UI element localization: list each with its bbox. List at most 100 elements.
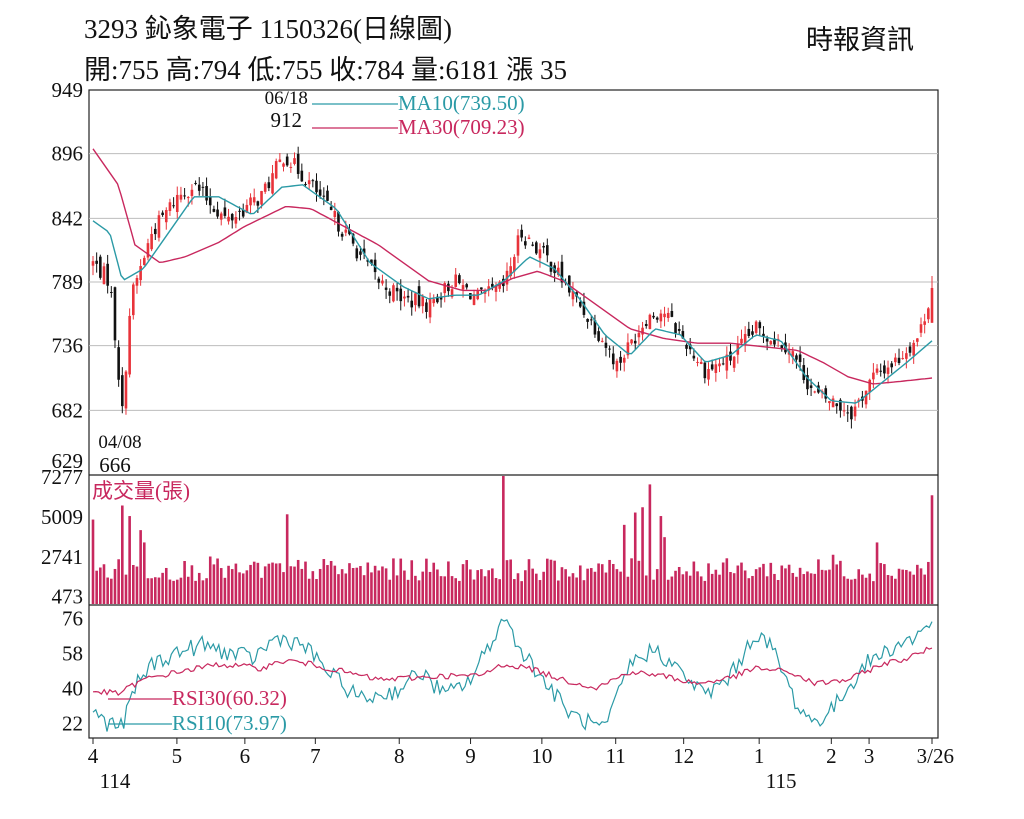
candle-body — [406, 295, 410, 298]
candle-body — [710, 364, 714, 370]
volume-bar — [436, 569, 439, 604]
volume-bar — [828, 569, 831, 604]
candle-body — [732, 356, 736, 368]
candle-body — [381, 280, 384, 284]
volume-bar — [923, 574, 926, 604]
volume-bar — [322, 559, 326, 604]
candle-body — [150, 233, 153, 250]
candle-body — [611, 353, 615, 365]
candle-body — [439, 297, 443, 300]
volume-bar — [267, 563, 271, 604]
volume-bar — [315, 579, 318, 604]
candle-body — [589, 319, 593, 321]
x-tick-label: 1 — [754, 744, 765, 768]
volume-bar — [428, 571, 432, 604]
candle-body — [117, 347, 120, 380]
candle-body — [670, 311, 674, 317]
volume-bar — [930, 495, 934, 604]
rsi-tick-label: 76 — [62, 607, 83, 631]
candle-body — [106, 263, 109, 286]
candle-body — [524, 241, 527, 246]
candle-body — [293, 158, 296, 164]
volume-bar — [743, 570, 747, 604]
volume-bar — [589, 568, 593, 604]
volume-bar — [824, 570, 828, 604]
candle-body — [417, 286, 421, 307]
volume-bar — [212, 564, 216, 604]
volume-bar — [153, 577, 157, 604]
volume-bar — [721, 562, 725, 604]
volume-bar — [454, 578, 458, 604]
candle-body — [161, 212, 164, 216]
volume-bar — [912, 574, 915, 604]
candle-body — [516, 235, 520, 256]
candle-body — [729, 351, 732, 361]
volume-bar — [894, 578, 897, 604]
candle-body — [318, 189, 322, 196]
candle-body — [175, 194, 179, 213]
candle-body — [666, 312, 670, 318]
volume-bar — [439, 576, 443, 604]
volume-bar — [245, 570, 249, 604]
candle-body — [798, 354, 802, 363]
volume-bar — [458, 580, 461, 604]
candle-body — [707, 368, 710, 380]
candle-body — [113, 287, 117, 341]
candle-body — [578, 302, 582, 307]
volume-bar — [505, 560, 509, 604]
volume-bar — [373, 565, 377, 604]
volume-bar — [886, 575, 890, 604]
candle-body — [260, 191, 263, 205]
candle-body — [201, 186, 205, 188]
volume-bar — [384, 568, 388, 604]
volume-bar — [132, 564, 135, 604]
candle-body — [699, 361, 703, 364]
volume-bar — [417, 580, 421, 604]
volume-bar — [769, 562, 773, 604]
candle-body — [872, 372, 875, 380]
candle-body — [410, 300, 414, 308]
volume-bar — [307, 578, 311, 604]
volume-bar — [714, 569, 718, 604]
candle-body — [289, 166, 293, 168]
volume-bar — [795, 576, 798, 604]
candle-body — [139, 266, 142, 281]
candle-body — [714, 364, 718, 373]
candle-body — [315, 180, 318, 193]
volume-bar — [348, 563, 351, 604]
volume-bar — [524, 570, 527, 604]
chart-frame — [88, 89, 939, 739]
candle-body — [227, 216, 230, 222]
volume-bar — [172, 580, 175, 604]
volume-bar — [751, 575, 754, 604]
volume-bar — [205, 578, 208, 604]
volume-bar — [850, 579, 853, 604]
candle-body — [278, 159, 282, 162]
rsi-tick-label: 58 — [62, 642, 83, 666]
volume-bar — [359, 566, 362, 604]
volume-bar — [575, 577, 578, 604]
volume-bar — [619, 571, 622, 604]
volume-bar — [685, 571, 688, 604]
volume-bar — [157, 577, 161, 604]
candle-body — [538, 249, 542, 259]
price-tick-label: 949 — [52, 78, 84, 102]
volume-bar — [175, 579, 179, 604]
candle-body — [685, 344, 688, 349]
volume-bar — [839, 560, 842, 604]
volume-bar — [388, 579, 392, 604]
candle-body — [102, 266, 106, 285]
volume-bar — [586, 568, 589, 604]
candle-body — [238, 210, 241, 212]
volume-bar — [102, 564, 106, 604]
candle-body — [696, 361, 699, 363]
volume-bar — [95, 570, 98, 604]
volume-bar — [216, 558, 219, 604]
volume-bar — [399, 558, 403, 604]
volume-bar — [238, 572, 241, 604]
candle-body — [905, 353, 908, 359]
candle-body — [919, 324, 923, 333]
candle-body — [567, 275, 571, 293]
volume-bar — [868, 573, 872, 604]
candle-body — [600, 340, 604, 342]
